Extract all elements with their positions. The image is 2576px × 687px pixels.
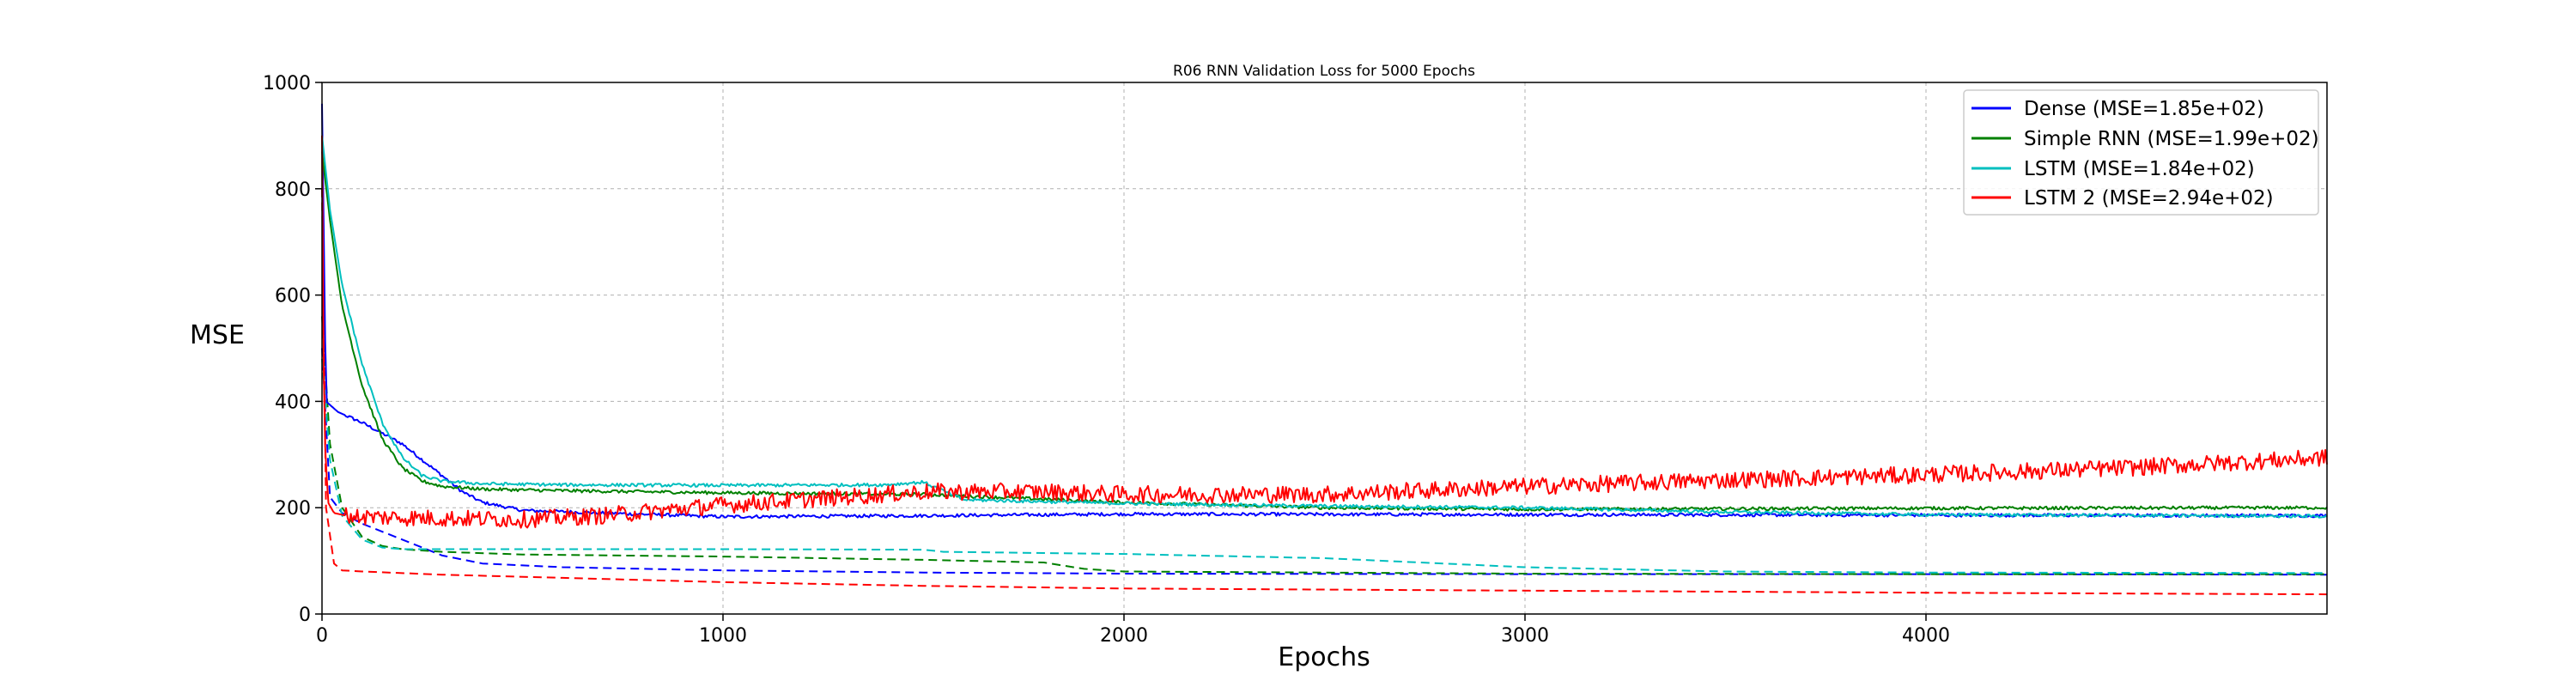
- x-axis-ticks: 0 1000 2000 3000 4000: [316, 614, 1950, 647]
- x-tick-label: 1000: [699, 625, 747, 647]
- series-lines: [321, 103, 2328, 596]
- series-line-lstm-dashed: [321, 358, 2328, 575]
- legend: Dense (MSE=1.85e+02) Simple RNN (MSE=1.9…: [1963, 89, 2319, 216]
- legend-label-simple-rnn: Simple RNN (MSE=1.99e+02): [2024, 128, 2319, 150]
- series-line-lstm-2-dashed: [321, 188, 2328, 596]
- legend-label-lstm-2: LSTM 2 (MSE=2.94e+02): [2024, 187, 2274, 210]
- y-tick-label: 800: [275, 179, 311, 201]
- x-tick-label: 4000: [1902, 625, 1950, 647]
- y-tick-label: 600: [275, 286, 311, 307]
- plot-frame: [321, 82, 2328, 615]
- y-tick-label: 0: [299, 605, 311, 626]
- series-line-simple-rnn: [321, 151, 2328, 512]
- y-tick-label: 200: [275, 498, 311, 520]
- x-axis-title: Epochs: [1278, 642, 1370, 672]
- y-axis-ticks: 0 200 400 600 800 1000: [263, 73, 322, 626]
- chart-title: R06 RNN Validation Loss for 5000 Epochs: [1173, 63, 1475, 80]
- legend-box: [1963, 89, 2319, 216]
- legend-label-dense: Dense (MSE=1.85e+02): [2024, 98, 2264, 120]
- x-tick-label: 0: [316, 625, 328, 647]
- legend-label-lstm: LSTM (MSE=1.84e+02): [2024, 158, 2255, 180]
- x-tick-label: 3000: [1501, 625, 1549, 647]
- y-tick-label: 1000: [263, 73, 311, 94]
- y-tick-label: 400: [275, 392, 311, 413]
- x-tick-label: 2000: [1100, 625, 1148, 647]
- series-line-lstm: [321, 135, 2328, 519]
- series-line-lstm-2: [321, 135, 2328, 529]
- y-axis-title: MSE: [190, 320, 245, 350]
